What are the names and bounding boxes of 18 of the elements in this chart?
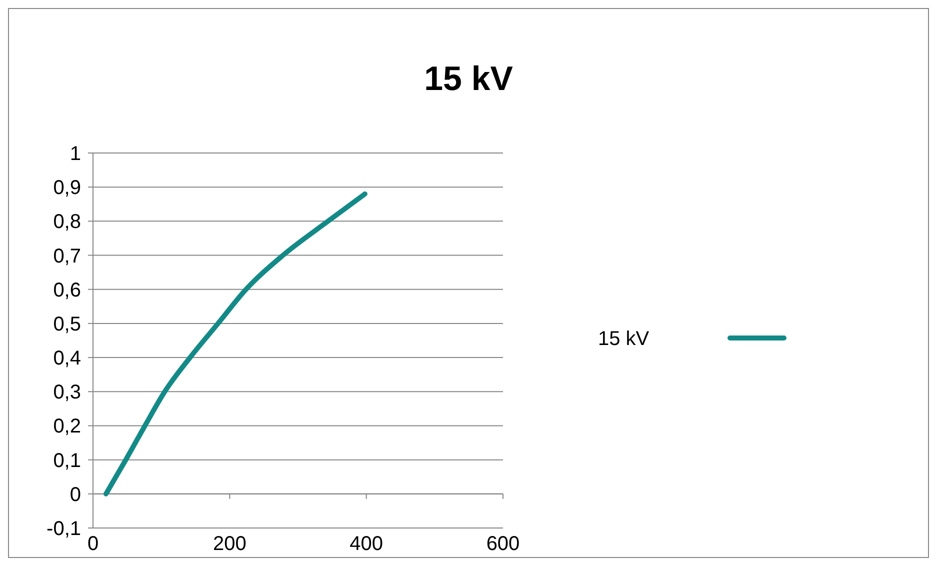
y-tick-label: 0,4 — [53, 348, 81, 370]
y-tick-label: -0,1 — [46, 518, 81, 540]
y-tick-label: 0,2 — [53, 416, 81, 438]
y-tick-label: 0,9 — [53, 177, 81, 200]
y-tick-label: 0,7 — [53, 245, 81, 268]
y-tick-label: 0,1 — [53, 450, 81, 472]
y-tick-label: 0,8 — [53, 211, 81, 234]
chart-title: 15 kV — [424, 60, 514, 98]
y-tick-label: 0,6 — [53, 279, 81, 302]
y-tick-label: 0 — [70, 484, 81, 506]
text: 15 kV — [598, 328, 650, 350]
y-tick-label: 0,3 — [53, 382, 81, 404]
y-tick-label: 0,5 — [53, 313, 81, 336]
x-tick-label: 600 — [486, 533, 520, 555]
y-tick-label: 1 — [70, 143, 81, 165]
x-tick-label: 400 — [350, 533, 384, 555]
x-tick-label: 200 — [212, 533, 246, 555]
x-tick-label: 0 — [87, 533, 99, 555]
